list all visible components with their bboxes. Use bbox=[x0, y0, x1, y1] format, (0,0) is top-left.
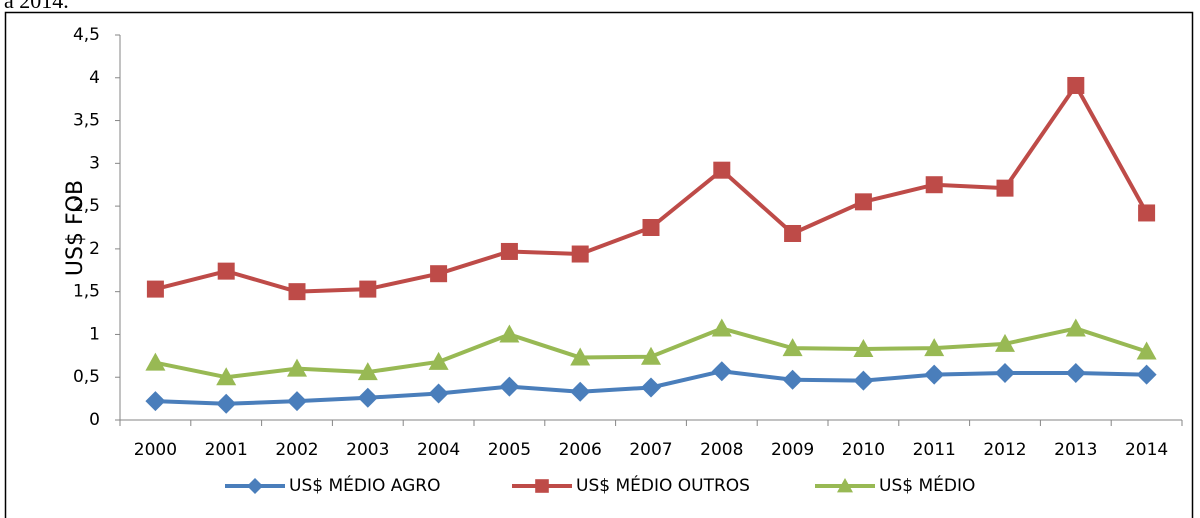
marker bbox=[216, 393, 237, 414]
y-tick-label: 4,5 bbox=[73, 25, 100, 45]
marker bbox=[430, 265, 448, 283]
x-tick-label: 2008 bbox=[700, 440, 743, 460]
marker bbox=[287, 391, 307, 412]
marker bbox=[216, 367, 237, 386]
x-tick-label: 2013 bbox=[1054, 440, 1097, 460]
marker bbox=[1136, 341, 1157, 360]
marker bbox=[711, 361, 732, 382]
marker bbox=[146, 280, 164, 298]
marker bbox=[499, 324, 520, 343]
legend-label: US$ MÉDIO bbox=[879, 474, 975, 496]
caption: a 2014. bbox=[4, 0, 69, 13]
chart-border bbox=[4, 11, 1194, 518]
marker bbox=[357, 362, 378, 381]
legend-marker bbox=[247, 478, 263, 494]
marker bbox=[925, 176, 943, 194]
marker bbox=[641, 346, 661, 365]
x-tick-label: 2004 bbox=[417, 440, 460, 460]
marker bbox=[924, 338, 945, 357]
legend-marker bbox=[535, 479, 549, 493]
x-tick-label: 2001 bbox=[205, 440, 248, 460]
marker bbox=[357, 387, 378, 408]
marker bbox=[500, 242, 518, 260]
y-tick-label: 2 bbox=[89, 239, 100, 259]
marker bbox=[995, 362, 1015, 383]
y-tick-label: 0 bbox=[89, 410, 100, 430]
y-tick-label: 3,5 bbox=[73, 111, 100, 131]
marker bbox=[784, 224, 802, 242]
marker bbox=[359, 280, 377, 298]
x-tick-label: 2005 bbox=[488, 440, 531, 460]
marker bbox=[1067, 76, 1085, 94]
marker bbox=[713, 161, 731, 179]
y-tick-label: 1,5 bbox=[73, 282, 100, 302]
marker bbox=[853, 370, 874, 391]
marker bbox=[642, 219, 660, 236]
x-tick-label: 2014 bbox=[1125, 440, 1168, 460]
y-tick-label: 2,5 bbox=[73, 196, 100, 216]
marker bbox=[288, 283, 306, 301]
x-tick-label: 2003 bbox=[346, 440, 389, 460]
marker bbox=[145, 352, 166, 371]
legend-label: US$ MÉDIO OUTROS bbox=[576, 474, 750, 496]
marker bbox=[1136, 364, 1157, 385]
x-tick-label: 2011 bbox=[913, 440, 956, 460]
x-tick-label: 2012 bbox=[983, 440, 1026, 460]
marker bbox=[782, 369, 803, 390]
x-tick-label: 2007 bbox=[629, 440, 672, 460]
marker bbox=[499, 376, 520, 397]
marker bbox=[570, 347, 591, 366]
marker bbox=[570, 381, 591, 402]
y-tick-label: 0,5 bbox=[73, 367, 100, 387]
y-tick-label: 3 bbox=[89, 153, 100, 173]
x-tick-label: 2010 bbox=[842, 440, 885, 460]
marker bbox=[853, 338, 874, 357]
marker bbox=[145, 391, 166, 412]
x-tick-label: 2000 bbox=[134, 440, 177, 460]
marker bbox=[428, 351, 449, 370]
marker bbox=[641, 377, 661, 398]
marker bbox=[287, 358, 307, 377]
x-tick-label: 2009 bbox=[771, 440, 814, 460]
y-tick-label: 1 bbox=[89, 324, 100, 344]
marker bbox=[782, 338, 803, 357]
legend-marker bbox=[837, 478, 853, 493]
marker bbox=[711, 318, 732, 337]
y-axis-label: US$ FOB bbox=[63, 180, 88, 276]
marker bbox=[996, 179, 1014, 197]
legend-label: US$ MÉDIO AGRO bbox=[289, 474, 440, 496]
marker bbox=[1065, 362, 1086, 383]
marker bbox=[217, 262, 235, 280]
y-tick-label: 4 bbox=[89, 68, 100, 88]
marker bbox=[1065, 318, 1086, 337]
marker bbox=[924, 364, 945, 385]
x-tick-label: 2002 bbox=[275, 440, 318, 460]
x-tick-label: 2006 bbox=[559, 440, 602, 460]
marker bbox=[995, 333, 1015, 352]
marker bbox=[1138, 204, 1156, 222]
marker bbox=[571, 245, 589, 263]
marker bbox=[428, 383, 449, 404]
marker bbox=[854, 193, 872, 211]
